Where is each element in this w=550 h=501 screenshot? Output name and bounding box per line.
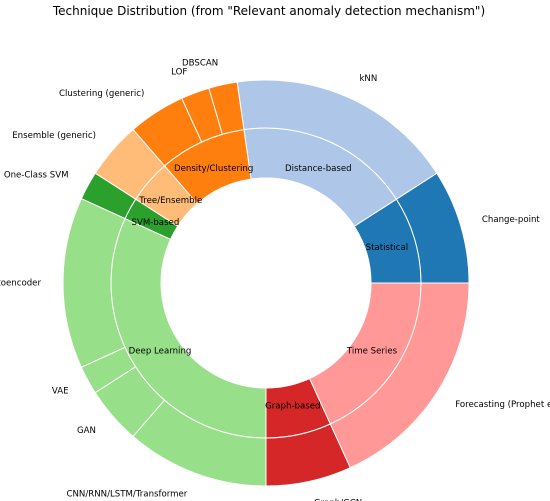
inner-label-svm-based: SVM-based bbox=[132, 218, 180, 228]
outer-label-gan: GAN bbox=[77, 426, 96, 436]
outer-label-knn: kNN bbox=[359, 74, 377, 84]
outer-label-cnn-rnn-lstm-transformer: CNN/RNN/LSTM/Transformer bbox=[67, 489, 188, 499]
outer-label-lof: LOF bbox=[171, 68, 187, 78]
outer-label-one-class-svm: One-Class SVM bbox=[4, 171, 69, 181]
inner-label-tree-ensemble: Tree/Ensemble bbox=[138, 196, 202, 206]
outer-label-ensemble-generic: Ensemble (generic) bbox=[12, 131, 96, 141]
outer-label-change-point: Change-point bbox=[482, 215, 541, 225]
inner-label-density-clustering: Density/Clustering bbox=[174, 164, 253, 174]
inner-label-statistical: Statistical bbox=[366, 243, 408, 253]
inner-label-graph-based: Graph-based bbox=[265, 402, 320, 412]
outer-label-dbscan: DBSCAN bbox=[182, 59, 218, 69]
inner-label-distance-based: Distance-based bbox=[285, 164, 352, 174]
outer-slice-forecasting-prophet-etc bbox=[329, 282, 470, 469]
outer-label-forecasting-prophet-etc: Forecasting (Prophet etc.) bbox=[455, 400, 550, 410]
inner-label-deep-learning: Deep Learning bbox=[129, 347, 192, 357]
rings bbox=[62, 79, 470, 487]
chart-title: Technique Distribution (from "Relevant a… bbox=[52, 4, 485, 18]
outer-label-autoencoder: Autoencoder bbox=[0, 279, 41, 289]
inner-label-time-series: Time Series bbox=[346, 347, 398, 357]
outer-label-clustering-generic: Clustering (generic) bbox=[59, 89, 144, 99]
labels: Statistical Distance-based Density/Cluster… bbox=[0, 59, 550, 501]
outer-label-graph-gcn: Graph/GCN bbox=[314, 498, 362, 501]
outer-label-vae: VAE bbox=[52, 386, 69, 396]
